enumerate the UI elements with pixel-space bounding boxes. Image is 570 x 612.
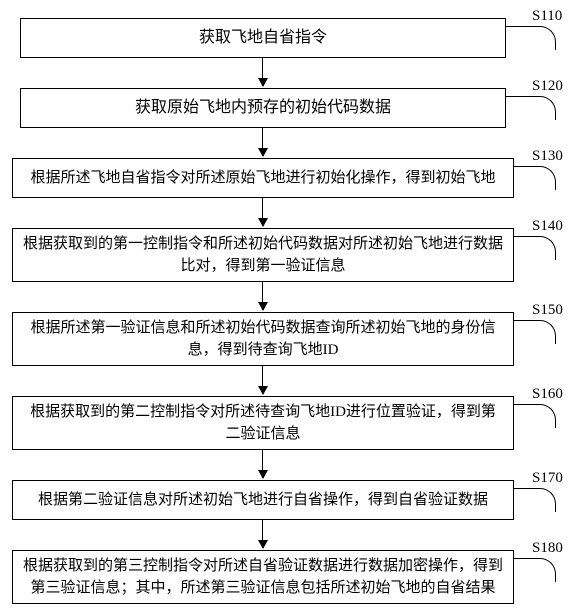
flow-node-text: 根据所述飞地自省指令对所述原始飞地进行初始化操作，得到初始飞地 <box>30 167 495 190</box>
step-hook-s160 <box>528 404 556 428</box>
flow-arrow-1 <box>262 58 263 86</box>
step-hook-s120 <box>528 96 556 120</box>
step-label-s180: S180 <box>532 540 563 557</box>
flow-node-s150: 根据所述第一验证信息和所述初始代码数据查询所述初始飞地的身份信息，得到待查询飞地… <box>12 312 514 366</box>
step-label-s130: S130 <box>532 148 563 165</box>
flow-node-s140: 根据获取到的第一控制指令和所述初始代码数据对所述初始飞地进行数据比对，得到第一验… <box>12 228 514 282</box>
flow-node-s110: 获取飞地自省指令 <box>20 18 506 58</box>
step-label-s140: S140 <box>532 218 563 235</box>
step-lead-s160 <box>514 404 528 405</box>
flow-node-s180: 根据获取到的第三控制指令对所述自省验证数据进行数据加密操作，得到第三验证信息；其… <box>12 550 514 604</box>
flow-node-s130: 根据所述飞地自省指令对所述原始飞地进行初始化操作，得到初始飞地 <box>12 158 514 198</box>
flow-arrow-3 <box>262 198 263 226</box>
step-hook-s170 <box>528 488 556 512</box>
flow-arrow-4 <box>262 282 263 310</box>
flow-node-text: 根据获取到的第二控制指令对所述待查询飞地ID进行位置验证，得到第二验证信息 <box>23 401 503 446</box>
flow-node-s170: 根据第二验证信息对所述初始飞地进行自省操作，得到自省验证数据 <box>12 480 514 520</box>
step-lead-s150 <box>514 320 528 321</box>
flow-node-text: 根据所述第一验证信息和所述初始代码数据查询所述初始飞地的身份信息，得到待查询飞地… <box>23 317 503 362</box>
flow-node-s120: 获取原始飞地内预存的初始代码数据 <box>20 88 506 128</box>
step-label-s150: S150 <box>532 302 563 319</box>
step-label-s110: S110 <box>532 8 562 25</box>
flow-node-text: 根据获取到的第三控制指令对所述自省验证数据进行数据加密操作，得到第三验证信息；其… <box>23 555 503 600</box>
step-hook-s140 <box>528 236 556 260</box>
step-lead-s170 <box>514 488 528 489</box>
step-hook-s130 <box>528 166 556 190</box>
flow-arrow-7 <box>262 520 263 548</box>
flow-arrow-6 <box>262 450 263 478</box>
step-hook-s110 <box>528 26 556 50</box>
step-lead-s140 <box>514 236 528 237</box>
flow-arrow-5 <box>262 366 263 394</box>
flow-arrow-2 <box>262 128 263 156</box>
step-label-s160: S160 <box>532 386 563 403</box>
step-label-s170: S170 <box>532 470 563 487</box>
step-lead-s120 <box>506 96 528 97</box>
step-lead-s130 <box>514 166 528 167</box>
flow-node-text: 根据第二验证信息对所述初始飞地进行自省操作，得到自省验证数据 <box>38 489 488 512</box>
flow-node-text: 根据获取到的第一控制指令和所述初始代码数据对所述初始飞地进行数据比对，得到第一验… <box>23 233 503 278</box>
step-hook-s150 <box>528 320 556 344</box>
flowchart-canvas: 获取飞地自省指令 S110 获取原始飞地内预存的初始代码数据 S120 根据所述飞地自省… <box>0 0 570 612</box>
flow-node-s160: 根据获取到的第二控制指令对所述待查询飞地ID进行位置验证，得到第二验证信息 <box>12 396 514 450</box>
flow-node-text: 获取飞地自省指令 <box>199 26 327 50</box>
step-lead-s110 <box>506 26 528 27</box>
step-label-s120: S120 <box>532 78 563 95</box>
step-lead-s180 <box>514 558 528 559</box>
flow-node-text: 获取原始飞地内预存的初始代码数据 <box>135 96 391 120</box>
step-hook-s180 <box>528 558 556 582</box>
